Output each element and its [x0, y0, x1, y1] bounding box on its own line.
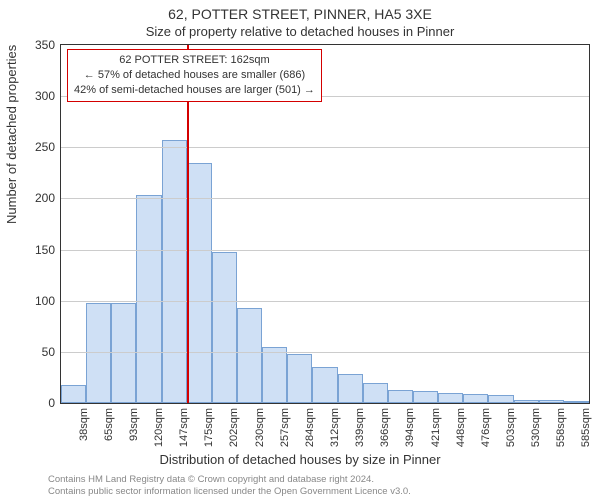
xtick-label: 202sqm: [228, 408, 240, 447]
xtick-label: 120sqm: [153, 408, 165, 447]
annotation-line-3: 42% of semi-detached houses are larger (…: [74, 83, 315, 98]
bar: [388, 390, 413, 403]
gridline: [61, 147, 589, 148]
xtick-label: 421sqm: [430, 408, 442, 447]
bar: [564, 401, 589, 403]
bar: [488, 395, 513, 403]
xtick-label: 38sqm: [78, 408, 90, 441]
bar: [463, 394, 488, 403]
xtick-label: 257sqm: [279, 408, 291, 447]
xtick-label: 448sqm: [455, 408, 467, 447]
bar: [212, 252, 237, 403]
xtick-label: 147sqm: [178, 408, 190, 447]
bar: [237, 308, 262, 403]
ytick-label: 200: [15, 191, 55, 205]
bar: [338, 374, 363, 403]
attribution: Contains HM Land Registry data © Crown c…: [48, 474, 411, 498]
xtick-label: 312sqm: [329, 408, 341, 447]
gridline: [61, 250, 589, 251]
xtick-label: 284sqm: [304, 408, 316, 447]
bar: [514, 400, 539, 403]
bar: [539, 400, 564, 403]
xtick-label: 175sqm: [203, 408, 215, 447]
xtick-label: 394sqm: [404, 408, 416, 447]
ytick-label: 300: [15, 89, 55, 103]
xtick-label: 93sqm: [128, 408, 140, 441]
bar: [136, 195, 161, 403]
bar: [438, 393, 463, 403]
ytick-label: 0: [15, 396, 55, 410]
attribution-line-1: Contains HM Land Registry data © Crown c…: [48, 474, 411, 486]
title-line-2: Size of property relative to detached ho…: [0, 24, 600, 39]
bar: [61, 385, 86, 403]
chart-container: 62, POTTER STREET, PINNER, HA5 3XE Size …: [0, 0, 600, 500]
ytick-label: 250: [15, 140, 55, 154]
xtick-label: 339sqm: [354, 408, 366, 447]
bar: [413, 391, 438, 403]
annotation-box: 62 POTTER STREET: 162sqm ← 57% of detach…: [67, 49, 322, 102]
plot-area: 62 POTTER STREET: 162sqm ← 57% of detach…: [60, 44, 590, 404]
xtick-label: 230sqm: [254, 408, 266, 447]
gridline: [61, 352, 589, 353]
xtick-label: 476sqm: [480, 408, 492, 447]
bar: [86, 303, 111, 403]
xtick-label: 558sqm: [555, 408, 567, 447]
xtick-label: 530sqm: [530, 408, 542, 447]
bar: [287, 354, 312, 403]
gridline: [61, 198, 589, 199]
x-axis-title: Distribution of detached houses by size …: [0, 452, 600, 467]
ytick-label: 150: [15, 243, 55, 257]
ytick-label: 100: [15, 294, 55, 308]
annotation-line-1: 62 POTTER STREET: 162sqm: [74, 53, 315, 68]
ytick-label: 350: [15, 38, 55, 52]
ytick-label: 50: [15, 345, 55, 359]
title-line-1: 62, POTTER STREET, PINNER, HA5 3XE: [0, 6, 600, 22]
bar: [312, 367, 337, 403]
xtick-label: 503sqm: [505, 408, 517, 447]
bar: [162, 140, 187, 403]
attribution-line-2: Contains public sector information licen…: [48, 486, 411, 498]
gridline: [61, 301, 589, 302]
xtick-label: 585sqm: [580, 408, 592, 447]
bar: [262, 347, 287, 403]
annotation-line-2: ← 57% of detached houses are smaller (68…: [74, 68, 315, 83]
xtick-label: 65sqm: [103, 408, 115, 441]
bar: [111, 303, 136, 403]
bar: [363, 383, 388, 403]
xtick-label: 366sqm: [379, 408, 391, 447]
